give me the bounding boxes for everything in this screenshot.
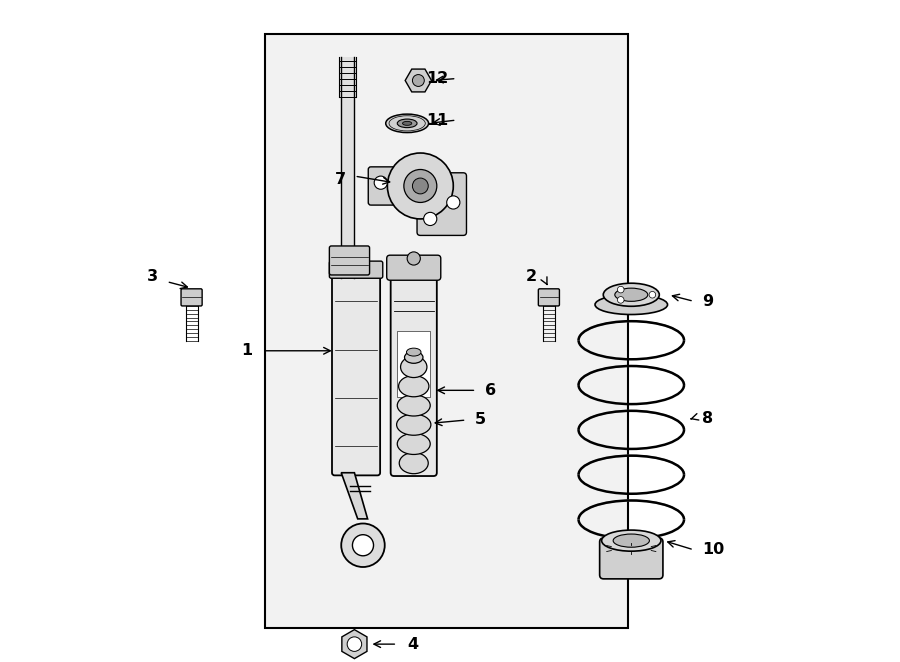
Circle shape bbox=[412, 75, 424, 87]
Circle shape bbox=[374, 176, 387, 189]
FancyBboxPatch shape bbox=[181, 289, 202, 306]
Ellipse shape bbox=[603, 283, 660, 307]
Text: 1: 1 bbox=[241, 344, 252, 358]
Bar bbox=[341, 58, 355, 278]
FancyBboxPatch shape bbox=[368, 167, 427, 205]
Ellipse shape bbox=[613, 534, 650, 547]
Circle shape bbox=[446, 196, 460, 209]
Text: 2: 2 bbox=[526, 269, 537, 285]
FancyBboxPatch shape bbox=[538, 289, 560, 306]
Circle shape bbox=[407, 252, 420, 265]
Circle shape bbox=[412, 178, 428, 194]
Ellipse shape bbox=[397, 434, 430, 455]
FancyBboxPatch shape bbox=[329, 261, 382, 278]
Circle shape bbox=[387, 153, 454, 219]
Text: 6: 6 bbox=[485, 383, 496, 398]
Circle shape bbox=[649, 291, 656, 298]
Text: 5: 5 bbox=[475, 412, 486, 428]
Ellipse shape bbox=[595, 295, 668, 314]
Text: 9: 9 bbox=[703, 294, 714, 309]
FancyBboxPatch shape bbox=[387, 255, 441, 280]
Text: 10: 10 bbox=[703, 542, 724, 557]
Circle shape bbox=[347, 637, 362, 651]
Ellipse shape bbox=[397, 395, 430, 416]
Circle shape bbox=[404, 169, 436, 203]
Ellipse shape bbox=[399, 375, 429, 397]
Ellipse shape bbox=[400, 453, 428, 474]
Ellipse shape bbox=[615, 288, 648, 301]
FancyBboxPatch shape bbox=[391, 271, 436, 476]
Circle shape bbox=[341, 524, 384, 567]
FancyBboxPatch shape bbox=[599, 538, 663, 579]
Text: 8: 8 bbox=[703, 410, 714, 426]
Circle shape bbox=[617, 297, 624, 303]
Ellipse shape bbox=[402, 121, 412, 125]
Ellipse shape bbox=[404, 352, 423, 363]
Text: 4: 4 bbox=[407, 637, 418, 651]
Ellipse shape bbox=[400, 356, 427, 377]
Circle shape bbox=[617, 286, 624, 293]
Circle shape bbox=[424, 213, 436, 226]
Ellipse shape bbox=[601, 530, 661, 551]
Ellipse shape bbox=[407, 348, 421, 356]
FancyBboxPatch shape bbox=[332, 272, 380, 475]
Ellipse shape bbox=[386, 114, 428, 132]
Text: 3: 3 bbox=[147, 269, 158, 285]
Ellipse shape bbox=[397, 119, 417, 128]
Text: 12: 12 bbox=[427, 71, 449, 86]
Circle shape bbox=[353, 535, 374, 556]
Ellipse shape bbox=[397, 414, 431, 435]
Bar bbox=[397, 331, 430, 397]
Text: 11: 11 bbox=[427, 113, 449, 128]
Text: 7: 7 bbox=[335, 172, 346, 187]
FancyBboxPatch shape bbox=[417, 173, 466, 236]
FancyBboxPatch shape bbox=[329, 246, 370, 275]
Bar bbox=[266, 34, 628, 628]
Polygon shape bbox=[341, 473, 367, 519]
